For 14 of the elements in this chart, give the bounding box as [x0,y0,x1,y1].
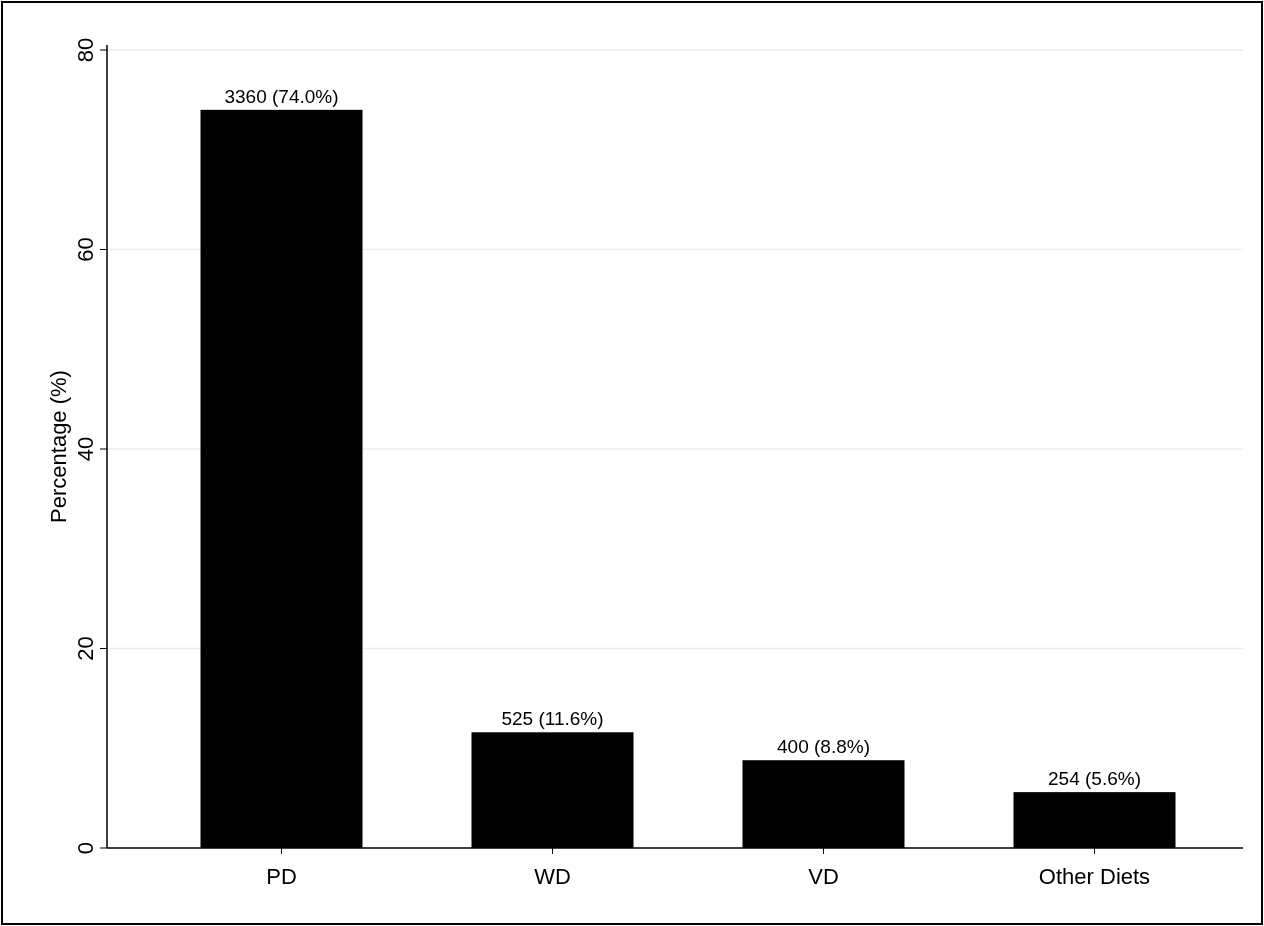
y-tick-label: 0 [73,841,98,855]
y-axis-title: Percentage (%) [46,370,71,523]
y-tick-label: 40 [73,436,98,462]
x-tick-label: WD [534,864,571,889]
data-label: 400 (8.8%) [777,736,870,758]
y-tick-label: 20 [73,636,98,661]
y-tick-label: 60 [73,237,98,262]
data-label: 254 (5.6%) [1048,768,1141,790]
data-label: 3360 (74.0%) [224,85,339,107]
data-label: 525 (11.6%) [501,708,604,730]
x-tick-label: VD [808,864,839,889]
x-tick-label: Other Diets [1038,864,1151,889]
y-tick-label: 80 [73,37,98,63]
x-tick-label: PD [266,864,297,889]
